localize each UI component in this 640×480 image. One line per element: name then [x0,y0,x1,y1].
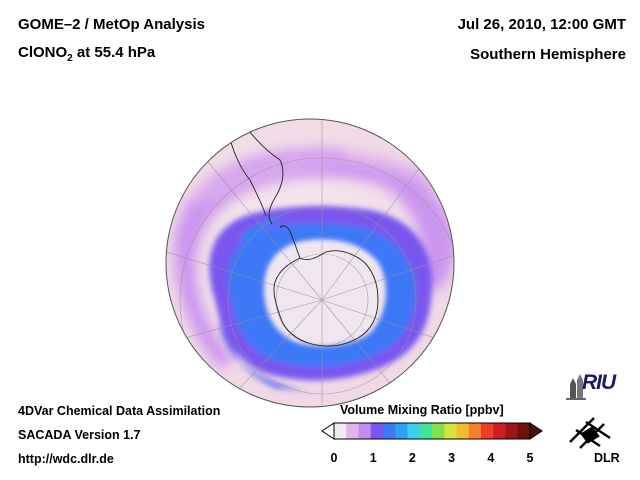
colorbar-segment [444,423,457,439]
colorbar-segment [334,423,347,439]
colorbar-segment [407,423,421,439]
region-label: Southern Hemisphere [470,46,626,63]
colorbar-segment [493,423,506,439]
colorbar-tick-label: 4 [487,451,495,465]
colorbar [321,422,543,440]
pressure-level-label: at 55.4 hPa [72,44,156,61]
colorbar-over-arrow [529,422,543,440]
colorbar-under-arrow [321,422,335,440]
footer-line-1: 4DVar Chemical Data Assimilation [18,404,221,418]
dlr-logo: DLR [594,451,620,465]
title-line-1: GOME–2 / MetOp Analysis [18,16,205,33]
footer-line-2: SACADA Version 1.7 [18,428,141,442]
riu-logo-mark [566,374,586,400]
species-subscript: 2 [67,53,73,64]
analysis-date: Jul 26, 2010, 12:00 GMT [457,16,626,33]
globe-outline [165,118,455,408]
colorbar-segment [505,423,519,439]
colorbar-tick-label: 3 [448,451,456,465]
title-line-2: ClONO2 at 55.4 hPa [18,44,155,64]
colorbar-segment [346,423,359,439]
colorbar-segment [517,423,531,439]
colorbar-segment [468,423,482,439]
riu-logo: RIU [582,371,616,394]
vortex-interior [265,240,385,345]
colorbar-tick-label: 5 [526,451,534,465]
colorbar-segment [456,423,470,439]
colorbar-title: Volume Mixing Ratio [ppbv] [340,403,504,417]
colorbar-segment [432,423,445,439]
colorbar-segment [419,423,433,439]
colorbar-tick-label: 2 [408,451,416,465]
outer-mixing-band [174,148,454,368]
colorbar-segment [395,423,408,439]
colorbar-segment [383,423,396,439]
colorbar-segment [358,423,372,439]
footer-url[interactable]: http://wdc.dlr.de [18,452,114,466]
species-label: ClONO [18,44,68,61]
colorbar-tick-label: 0 [330,451,338,465]
colorbar-segment [481,423,494,439]
antarctica-coast [273,250,379,347]
colorbar-segment [370,423,384,439]
dlr-logo-mark [569,417,611,449]
globe [165,118,455,408]
colorbar-tick-label: 1 [369,451,377,465]
